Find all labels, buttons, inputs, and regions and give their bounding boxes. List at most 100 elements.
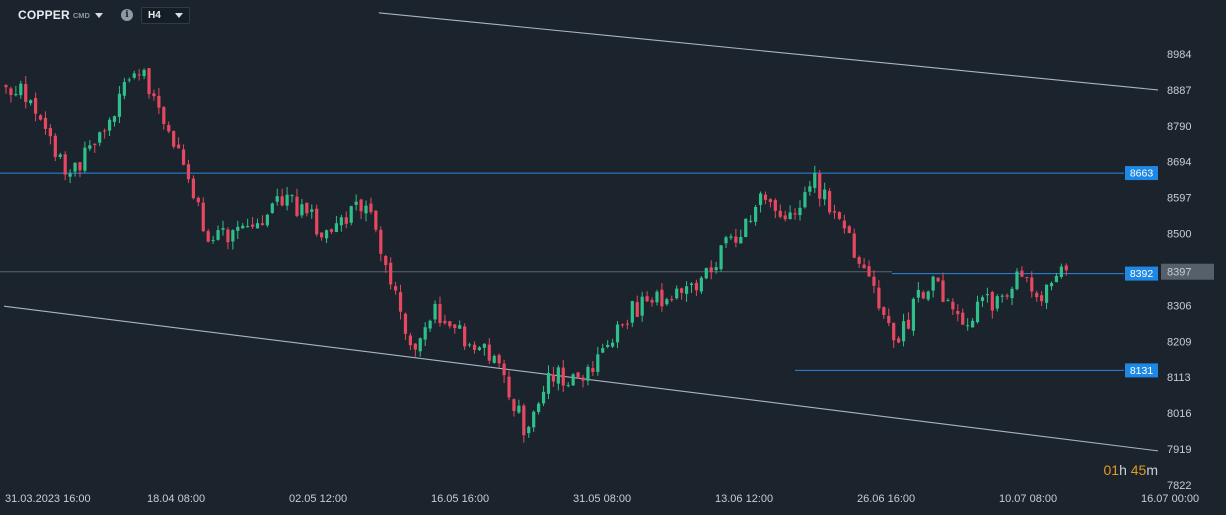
candle[interactable] — [699, 275, 703, 295]
candle[interactable] — [561, 359, 565, 392]
candle[interactable] — [877, 279, 881, 311]
info-icon[interactable]: i — [120, 9, 133, 21]
candle[interactable] — [541, 385, 546, 407]
candle[interactable] — [522, 403, 526, 443]
candle[interactable] — [665, 297, 669, 306]
candle[interactable] — [339, 214, 343, 232]
candle[interactable] — [556, 365, 560, 391]
candle[interactable] — [196, 196, 200, 207]
candle[interactable] — [985, 287, 989, 303]
candle[interactable] — [832, 204, 837, 220]
candle[interactable] — [137, 69, 141, 81]
candle[interactable] — [241, 222, 245, 229]
candle[interactable] — [201, 197, 205, 233]
timeframe-select[interactable]: H4 — [140, 6, 190, 24]
price-level-tag[interactable] — [1125, 363, 1158, 378]
candle[interactable] — [305, 202, 309, 217]
candle[interactable] — [324, 229, 329, 244]
candle[interactable] — [463, 323, 467, 350]
candle[interactable] — [581, 374, 585, 388]
candle[interactable] — [862, 258, 866, 269]
candle[interactable] — [906, 312, 911, 330]
candle[interactable] — [689, 282, 694, 293]
candle[interactable] — [1010, 286, 1014, 306]
candle[interactable] — [645, 291, 649, 303]
candle[interactable] — [482, 343, 486, 356]
candle[interactable] — [152, 89, 156, 101]
candle[interactable] — [763, 191, 768, 205]
candle[interactable] — [798, 200, 802, 221]
candle[interactable] — [280, 188, 284, 207]
candle[interactable] — [103, 128, 107, 139]
candle[interactable] — [310, 204, 314, 219]
candle[interactable] — [413, 343, 417, 357]
candle[interactable] — [211, 235, 215, 244]
candle[interactable] — [660, 283, 664, 312]
candle[interactable] — [507, 370, 511, 401]
candle[interactable] — [191, 175, 196, 200]
candle[interactable] — [995, 294, 999, 312]
candle[interactable] — [818, 170, 822, 207]
candle[interactable] — [354, 194, 358, 211]
candle[interactable] — [359, 198, 363, 220]
candle[interactable] — [650, 297, 654, 307]
candle[interactable] — [186, 159, 191, 183]
candle[interactable] — [33, 92, 38, 122]
candle[interactable] — [379, 226, 383, 262]
candle[interactable] — [477, 346, 482, 352]
candle[interactable] — [615, 321, 620, 349]
candle[interactable] — [961, 308, 965, 325]
candle[interactable] — [329, 228, 334, 235]
candle[interactable] — [1025, 276, 1029, 283]
candle[interactable] — [551, 366, 556, 387]
candle[interactable] — [38, 114, 43, 121]
candle[interactable] — [793, 208, 797, 220]
candle[interactable] — [216, 225, 220, 241]
candle[interactable] — [704, 267, 708, 280]
candle[interactable] — [43, 111, 48, 135]
candle[interactable] — [98, 131, 102, 147]
candle[interactable] — [990, 290, 994, 319]
candle[interactable] — [265, 213, 269, 228]
candle[interactable] — [255, 218, 260, 229]
candle[interactable] — [448, 320, 452, 329]
candle[interactable] — [1005, 293, 1009, 300]
price-level-tag[interactable] — [1125, 166, 1158, 181]
candle[interactable] — [975, 295, 980, 324]
candle[interactable] — [719, 245, 723, 272]
candle[interactable] — [596, 346, 600, 376]
candle[interactable] — [472, 341, 477, 354]
candle[interactable] — [157, 88, 161, 114]
candle[interactable] — [675, 285, 679, 300]
candle[interactable] — [680, 287, 684, 300]
candle[interactable] — [398, 284, 403, 320]
candle[interactable] — [206, 228, 210, 243]
candle[interactable] — [122, 77, 126, 100]
candle[interactable] — [827, 188, 832, 215]
candle[interactable] — [236, 220, 240, 240]
candle[interactable] — [78, 161, 82, 178]
candle[interactable] — [734, 228, 738, 248]
candle[interactable] — [630, 300, 634, 328]
trend-line[interactable] — [378, 12, 1159, 91]
candle[interactable] — [295, 188, 299, 218]
candle[interactable] — [487, 338, 491, 364]
candle[interactable] — [93, 143, 97, 153]
candle[interactable] — [773, 198, 777, 219]
candle[interactable] — [778, 204, 782, 219]
candle[interactable] — [9, 86, 13, 103]
candle[interactable] — [655, 289, 659, 306]
candle[interactable] — [172, 130, 176, 149]
candle[interactable] — [467, 342, 472, 348]
candle[interactable] — [132, 70, 136, 80]
candle[interactable] — [147, 67, 151, 99]
candle[interactable] — [260, 215, 265, 226]
candle[interactable] — [344, 211, 348, 229]
candle[interactable] — [768, 198, 773, 208]
candle[interactable] — [606, 340, 610, 349]
candle[interactable] — [670, 295, 674, 302]
candle[interactable] — [1044, 284, 1049, 310]
candle[interactable] — [586, 364, 590, 386]
candle[interactable] — [73, 162, 77, 177]
